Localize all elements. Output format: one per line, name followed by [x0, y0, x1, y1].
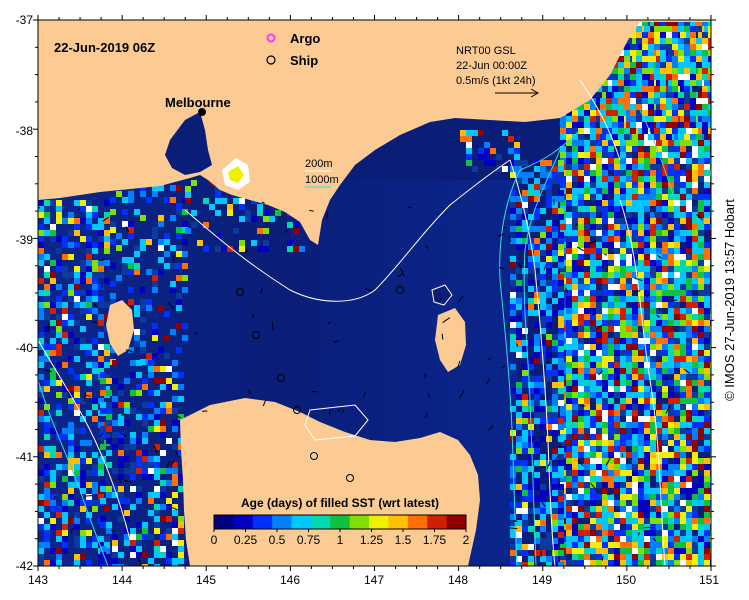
contour-legend: 200m 1000m	[305, 158, 339, 188]
current-info: NRT00 GSL 22-Jun 00:00Z 0.5m/s (1kt 24h)	[456, 45, 540, 98]
x-axis-labels: 143 144 145 146 147 148 149 150 151	[28, 573, 719, 587]
y-tick-label: -38	[16, 124, 34, 138]
y-tick-label: -42	[16, 559, 34, 573]
scale-arrow-head	[530, 88, 540, 98]
platform-legend: Argo Ship	[266, 31, 320, 68]
ship-marker	[293, 406, 301, 414]
ship-marker	[396, 286, 404, 294]
ship-marker	[236, 288, 244, 296]
x-tick-label: 151	[699, 573, 719, 587]
colorbar-cell	[369, 515, 389, 529]
current-vectors	[38, 199, 704, 564]
ship-marker	[277, 374, 285, 382]
flinders-island	[435, 308, 466, 372]
colorbar-cell	[252, 515, 273, 529]
contour-1000m-label: 1000m	[305, 174, 339, 186]
colorbar-cell	[330, 515, 351, 529]
current-time: 22-Jun 00:00Z	[456, 60, 527, 72]
x-tick-label: 149	[532, 573, 552, 587]
ship-symbol	[266, 55, 276, 65]
port-phillip-bay	[165, 112, 212, 175]
colorbar-cells	[214, 515, 467, 529]
colorbar-tick-label: 0.25	[234, 533, 258, 547]
contour-1000m	[38, 109, 676, 566]
y-tick-label: -41	[16, 450, 34, 464]
colorbar-tick-label: 1	[337, 533, 344, 547]
ship-marker	[252, 331, 260, 339]
colorbar-cell	[233, 515, 254, 529]
x-tick-label: 145	[196, 573, 216, 587]
x-tick-label: 150	[616, 573, 636, 587]
axis-ticks	[33, 15, 716, 571]
melbourne-marker	[198, 108, 206, 116]
credit-text: © IMOS 27-Jun-2019 13:57 Hobart	[722, 199, 737, 401]
colorbar-cell	[291, 515, 312, 529]
king-island	[106, 300, 134, 356]
colorbar-cell	[214, 515, 234, 529]
y-tick-label: -40	[16, 341, 34, 355]
contour-200m	[38, 79, 666, 566]
y-tick-label: -39	[16, 233, 34, 247]
ship-markers	[236, 286, 404, 482]
land-victoria	[38, 20, 711, 245]
city-label-melbourne: Melbourne	[165, 95, 231, 110]
colorbar-cell	[272, 515, 293, 529]
x-tick-label: 148	[448, 573, 468, 587]
x-tick-label: 144	[112, 573, 132, 587]
ship-marker	[310, 452, 318, 460]
colorbar-tick-label: 1.75	[423, 533, 447, 547]
y-tick-label: -37	[16, 13, 34, 27]
argo-symbol	[266, 33, 276, 43]
x-tick-label: 147	[364, 573, 384, 587]
colorbar-cell	[310, 515, 331, 529]
colorbar-title: Age (days) of filled SST (wrt latest)	[241, 496, 439, 510]
y-axis-labels: -37 -38 -39 -40 -41 -42	[16, 13, 34, 573]
x-tick-label: 146	[280, 573, 300, 587]
colorbar-cell	[388, 515, 409, 529]
plot-area	[38, 20, 711, 566]
current-scale: 0.5m/s (1kt 24h)	[456, 75, 535, 87]
colorbar-labels: 0 0.25 0.5 0.75 1 1.25 1.5 1.75 2	[211, 529, 470, 547]
colorbar-tick-label: 0.5	[269, 533, 286, 547]
colorbar-cell	[446, 515, 467, 529]
ship-marker	[346, 474, 354, 482]
colorbar-tick-label: 1.25	[360, 533, 384, 547]
colorbar-tick-label: 0.75	[297, 533, 321, 547]
colorbar-tick-label: 0	[211, 533, 218, 547]
colorbar-cell	[349, 515, 370, 529]
colorbar-cell	[407, 515, 428, 529]
colorbar-cell	[427, 515, 448, 529]
current-product: NRT00 GSL	[456, 45, 516, 57]
colorbar-tick-label: 1.5	[395, 533, 412, 547]
date-label: 22-Jun-2019 06Z	[54, 40, 155, 55]
argo-label: Argo	[290, 31, 320, 46]
ship-label: Ship	[290, 53, 318, 68]
colorbar-tick-label: 2	[463, 533, 470, 547]
x-tick-label: 143	[28, 573, 48, 587]
contour-200m-label: 200m	[305, 158, 333, 170]
